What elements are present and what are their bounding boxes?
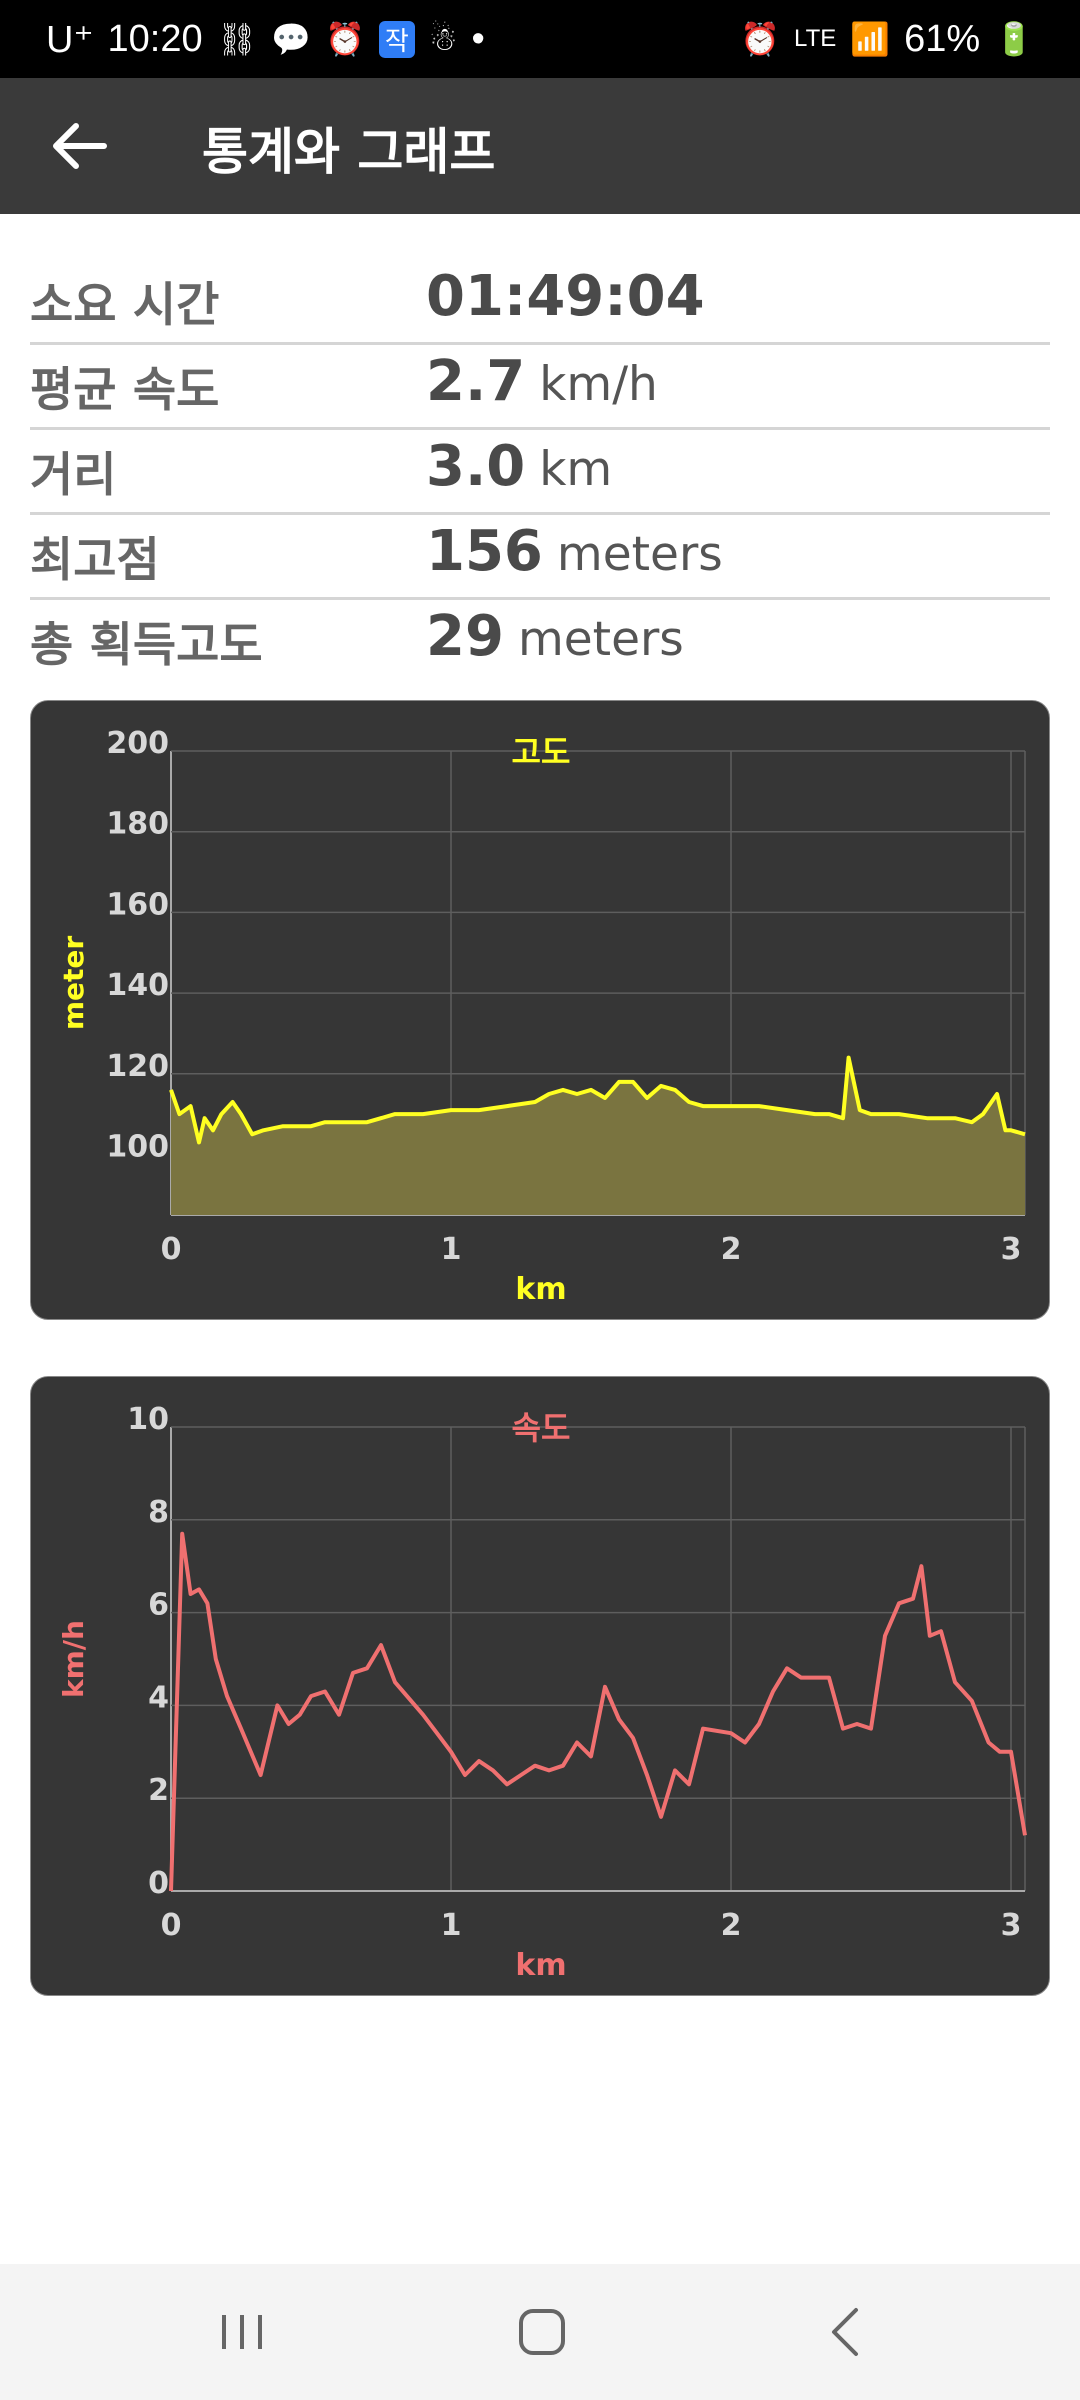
y-tick-label: 100	[106, 1129, 169, 1164]
back-arrow-icon	[53, 123, 107, 169]
more-notifications-dot: •	[471, 17, 485, 60]
stat-label: 거리	[30, 448, 117, 503]
alarm-icon: ⏰	[740, 21, 781, 57]
back-button[interactable]	[46, 114, 116, 178]
stat-value: 01:49:04	[426, 264, 705, 329]
stat-row-avg-speed: 평균 속도 2.7 km/h	[30, 345, 1050, 430]
chat-bubble-icon: 💬	[271, 21, 312, 57]
stat-label: 총 획득고도	[30, 618, 263, 673]
system-back-button[interactable]	[746, 2264, 946, 2400]
y-axis-label: km/h	[57, 1620, 90, 1698]
stat-unit: km/h	[539, 357, 658, 412]
stat-unit: meters	[517, 612, 684, 667]
battery-percent: 61%	[904, 17, 981, 60]
y-axis-label: meter	[57, 936, 90, 1031]
stat-row-distance: 거리 3.0 km	[30, 430, 1050, 515]
stat-unit: meters	[556, 527, 723, 582]
recent-apps-icon	[222, 2315, 262, 2349]
stat-label: 최고점	[30, 533, 160, 588]
chart-title: 고도	[512, 733, 571, 771]
stat-value: 3.0	[426, 434, 526, 499]
network-type: LTE	[794, 25, 837, 52]
stat-label: 평균 속도	[30, 363, 220, 418]
y-tick-label: 8	[148, 1495, 169, 1530]
x-tick-label: 2	[721, 1908, 742, 1943]
battery-icon: 🔋	[994, 21, 1034, 57]
y-tick-label: 0	[148, 1866, 169, 1901]
y-tick-label: 200	[106, 726, 169, 761]
stat-value: 29	[426, 604, 504, 669]
page-title: 통계와 그래프	[202, 123, 496, 181]
app-badge-icon: 작	[378, 20, 415, 58]
x-tick-label: 0	[161, 1908, 182, 1943]
stat-label: 소요 시간	[30, 278, 220, 333]
y-tick-label: 160	[106, 887, 169, 922]
speed-chart: 0 1 2 3 0 2 4 6 8 10 속도 km km/h	[57, 1402, 1027, 1983]
altitude-series-line	[169, 1055, 1026, 1145]
clock: 10:20	[107, 17, 203, 60]
y-tick-label: 10	[127, 1402, 169, 1437]
carrier-label: U⁺	[46, 18, 94, 61]
stats-table: 소요 시간 01:49:04 평균 속도 2.7 km/h 거리 3.0 km 최고…	[30, 260, 1050, 685]
link-icon: ⛓	[216, 21, 258, 57]
x-axis-label: km	[515, 1272, 566, 1307]
speed-series-line	[169, 1531, 1027, 1892]
status-bar: U⁺ 10:20 ⛓ 💬 ⏰ 작 ☃ • ⏰ LTE 📶 61% 🔋	[0, 0, 1080, 78]
system-nav-bar	[0, 2264, 1080, 2400]
y-tick-label: 120	[106, 1049, 169, 1084]
stat-value: 2.7	[426, 349, 526, 414]
stat-row-duration: 소요 시간 01:49:04	[30, 260, 1050, 345]
altitude-area-fill	[171, 1057, 1025, 1215]
y-tick-label: 6	[148, 1588, 169, 1623]
x-tick-label: 1	[441, 1232, 462, 1267]
y-tick-label: 2	[148, 1773, 169, 1808]
chevron-left-icon	[832, 2308, 858, 2356]
altitude-chart-card: 0 1 2 3 100 120 140 160 180 200 고도 km meter	[30, 700, 1050, 1320]
y-tick-label: 180	[106, 807, 169, 842]
x-tick-label: 1	[441, 1908, 462, 1943]
signal-icon: 📶	[850, 21, 891, 57]
home-button[interactable]	[442, 2264, 642, 2400]
alarm-icon: ⏰	[325, 21, 365, 57]
x-tick-label: 2	[721, 1232, 742, 1267]
app-notification-icon: ☃	[428, 21, 458, 57]
altitude-chart: 0 1 2 3 100 120 140 160 180 200 고도 km meter	[57, 726, 1026, 1307]
speed-chart-card: 0 1 2 3 0 2 4 6 8 10 속도 km km/h	[30, 1376, 1050, 1996]
app-bar: 통계와 그래프	[0, 78, 1080, 214]
stat-unit: km	[539, 442, 613, 497]
y-tick-label: 140	[106, 968, 169, 1003]
stat-row-max-altitude: 최고점 156 meters	[30, 515, 1050, 600]
home-icon	[519, 2309, 565, 2355]
x-tick-label: 3	[1001, 1232, 1022, 1267]
y-tick-label: 4	[148, 1680, 169, 1715]
x-tick-label: 0	[161, 1232, 182, 1267]
x-tick-label: 3	[1001, 1908, 1022, 1943]
stat-value: 156	[426, 519, 543, 584]
recent-apps-button[interactable]	[142, 2264, 342, 2400]
x-axis-label: km	[515, 1948, 566, 1983]
chart-title: 속도	[512, 1409, 571, 1447]
stat-row-elevation-gain: 총 획득고도 29 meters	[30, 600, 1050, 685]
